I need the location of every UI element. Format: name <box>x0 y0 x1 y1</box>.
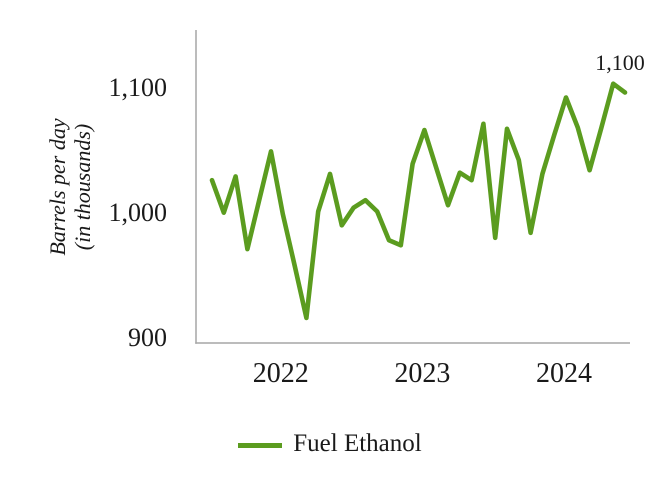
legend-label: Fuel Ethanol <box>293 430 422 457</box>
last-point-data-label: 1,100 <box>595 49 645 75</box>
y-axis-title-line1: Barrels per day <box>45 118 70 256</box>
y-tick-label: 900 <box>128 323 167 352</box>
y-tick-label: 1,000 <box>108 197 168 227</box>
x-tick-label: 2023 <box>394 358 451 389</box>
legend: Fuel Ethanol <box>0 430 660 458</box>
x-tick-label: 2024 <box>536 358 592 389</box>
legend-line-swatch <box>238 443 283 448</box>
y-axis-title-line2: (in thousands) <box>70 123 95 251</box>
y-tick-label: 1,100 <box>108 72 168 102</box>
fuel-ethanol-line <box>209 81 628 321</box>
x-tick-label: 2022 <box>252 358 309 389</box>
